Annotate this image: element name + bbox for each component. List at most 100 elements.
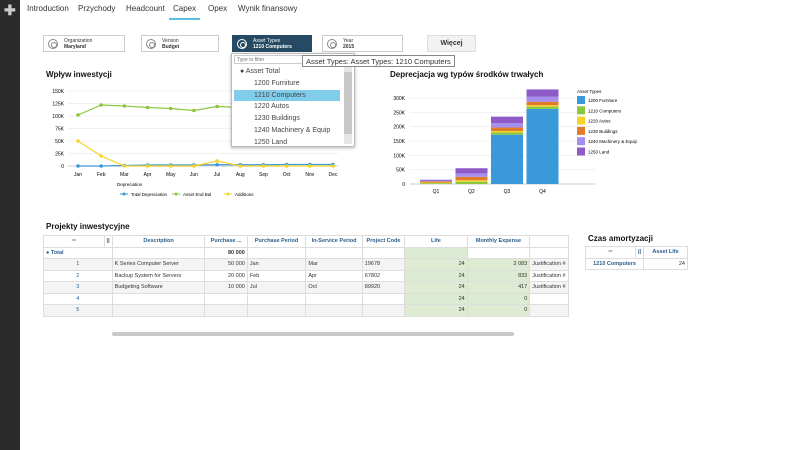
row-id: 4: [43, 292, 113, 305]
filter-label: Organization: [64, 38, 93, 44]
bar-segment: [526, 101, 559, 106]
cell-desc[interactable]: K Series Computer Server: [111, 258, 206, 271]
tab-wynik-finansowy[interactable]: Wynik finansowy: [238, 4, 298, 13]
cell-code[interactable]: 67802: [361, 269, 406, 282]
cell-just[interactable]: [529, 292, 569, 305]
dropdown-item[interactable]: 1210 Computers: [234, 89, 340, 101]
y-tick-label: 0: [61, 164, 64, 170]
line-chart-title: Wpływ inwestycji: [46, 70, 112, 79]
y-tick-label: 100K: [52, 114, 64, 120]
cell-code[interactable]: 89920: [361, 281, 406, 294]
bar-segment: [526, 106, 559, 109]
bar-segment: [455, 180, 488, 182]
cell-just[interactable]: Justification #: [529, 258, 569, 271]
cell-isp[interactable]: [305, 304, 363, 317]
column-header[interactable]: Project Code: [361, 235, 406, 248]
table-row: 4 24 0: [43, 292, 569, 305]
legend-entry: 1200 Furniture: [588, 98, 618, 103]
filter-label: Asset Types: [253, 38, 281, 44]
column-resize-handle[interactable]: ||: [103, 235, 113, 248]
cell-desc[interactable]: Backup System for Servers: [111, 269, 206, 282]
filter-organization[interactable]: Organization Maryland: [43, 35, 125, 52]
row-header-menu[interactable]: ═: [585, 246, 636, 259]
asset-life-cell[interactable]: 24: [643, 257, 688, 270]
column-header[interactable]: [529, 235, 569, 248]
dropdown-item[interactable]: 1250 Land: [254, 138, 288, 146]
filter-version[interactable]: Version Budget: [141, 35, 219, 52]
cell-desc[interactable]: [111, 304, 206, 317]
cell-pp[interactable]: Feb: [246, 269, 307, 282]
cell-exp[interactable]: 833: [466, 269, 531, 282]
legend-swatch: [577, 106, 585, 115]
cell-exp[interactable]: 417: [466, 281, 531, 294]
x-tick-label: Q1: [433, 189, 440, 195]
dropdown-item[interactable]: 1220 Autos: [254, 103, 290, 111]
tab-opex[interactable]: Opex: [208, 4, 228, 13]
column-resize-handle[interactable]: ||: [634, 246, 645, 259]
cell-purchase[interactable]: 20 000: [204, 269, 248, 282]
dropdown-scrollbar-thumb[interactable]: [344, 72, 352, 134]
cell-isp[interactable]: Mar: [305, 258, 363, 271]
collapse-icon[interactable]: ●: [240, 68, 246, 75]
total-label[interactable]: ● Total: [43, 246, 113, 259]
cell-isp[interactable]: [305, 292, 363, 305]
x-tick-label: Apr: [144, 172, 152, 178]
column-header[interactable]: Monthly Expense: [466, 235, 531, 248]
cell-exp[interactable]: 0: [466, 304, 531, 317]
filter-value: Maryland: [64, 44, 86, 50]
add-icon[interactable]: ✚: [4, 2, 16, 18]
legend-swatch: [577, 116, 585, 125]
column-header[interactable]: Life: [404, 235, 468, 248]
data-point: [122, 104, 127, 108]
cell-pp[interactable]: [246, 292, 307, 305]
column-header[interactable]: Purchase Period: [246, 235, 307, 248]
dropdown-item[interactable]: ● Asset Total: [240, 68, 280, 75]
filter-year[interactable]: Year 2015: [322, 35, 403, 52]
cell-life[interactable]: 24: [404, 304, 468, 317]
cell-purchase[interactable]: 50 000: [204, 258, 248, 271]
tab-capex[interactable]: Capex: [168, 4, 201, 20]
cell-pp[interactable]: Jan: [246, 258, 307, 271]
cell-purchase[interactable]: [204, 304, 248, 317]
cell-just[interactable]: Justification #: [529, 269, 569, 282]
filter-asset-types[interactable]: Asset Types 1210 Computers: [232, 35, 312, 52]
row-header-menu[interactable]: ═: [43, 235, 105, 248]
horizontal-scrollbar[interactable]: [112, 332, 514, 336]
tab-przychody[interactable]: Przychody: [78, 4, 116, 13]
cell-code[interactable]: [361, 304, 406, 317]
projects-table: ═ || Description Purchase ... Purchase Perio…: [43, 235, 569, 317]
column-header[interactable]: Purchase ...: [204, 235, 248, 248]
data-point: [145, 105, 150, 110]
cell-just[interactable]: Justification #: [529, 281, 569, 294]
bar-chart: 0 50K 100K 150K 200K 250K 300K Q1 Q2 Q3 Q4 Asset Ty…: [393, 89, 637, 195]
cell-exp[interactable]: 2 083: [466, 258, 531, 271]
cell-isp[interactable]: Oct: [305, 281, 363, 294]
tab-headcount[interactable]: Headcount: [126, 4, 165, 13]
tab-introduction[interactable]: Introduction: [27, 4, 69, 13]
filter-value: 1210 Computers: [253, 44, 292, 50]
dropdown-item[interactable]: 1230 Buildings: [254, 115, 300, 123]
dropdown-item[interactable]: 1240 Machinery & Equip: [254, 127, 331, 134]
more-button[interactable]: Więcej: [427, 35, 476, 52]
dimension-icon: [48, 39, 58, 49]
dropdown-item[interactable]: 1200 Furniture: [254, 79, 300, 87]
cell-isp[interactable]: Apr: [305, 269, 363, 282]
column-header[interactable]: Description: [111, 235, 206, 248]
total-row: ● Total 80 000: [43, 246, 569, 259]
cell-exp[interactable]: 0: [466, 292, 531, 305]
cell-pp[interactable]: Jul: [246, 281, 307, 294]
cell-code[interactable]: 19678: [361, 258, 406, 271]
cell-life[interactable]: 24: [404, 258, 468, 271]
cell-code[interactable]: [361, 292, 406, 305]
cell-desc[interactable]: [111, 292, 206, 305]
cell-purchase[interactable]: 10 000: [204, 281, 248, 294]
cell-life[interactable]: 24: [404, 281, 468, 294]
cell-just[interactable]: [529, 304, 569, 317]
cell-life[interactable]: 24: [404, 269, 468, 282]
cell-desc[interactable]: Budgeting Software: [111, 281, 206, 294]
cell-life[interactable]: 24: [404, 292, 468, 305]
column-header[interactable]: In-Service Period: [305, 235, 363, 248]
collapse-icon[interactable]: ●: [46, 249, 51, 256]
cell-pp[interactable]: [246, 304, 307, 317]
cell-purchase[interactable]: [204, 292, 248, 305]
